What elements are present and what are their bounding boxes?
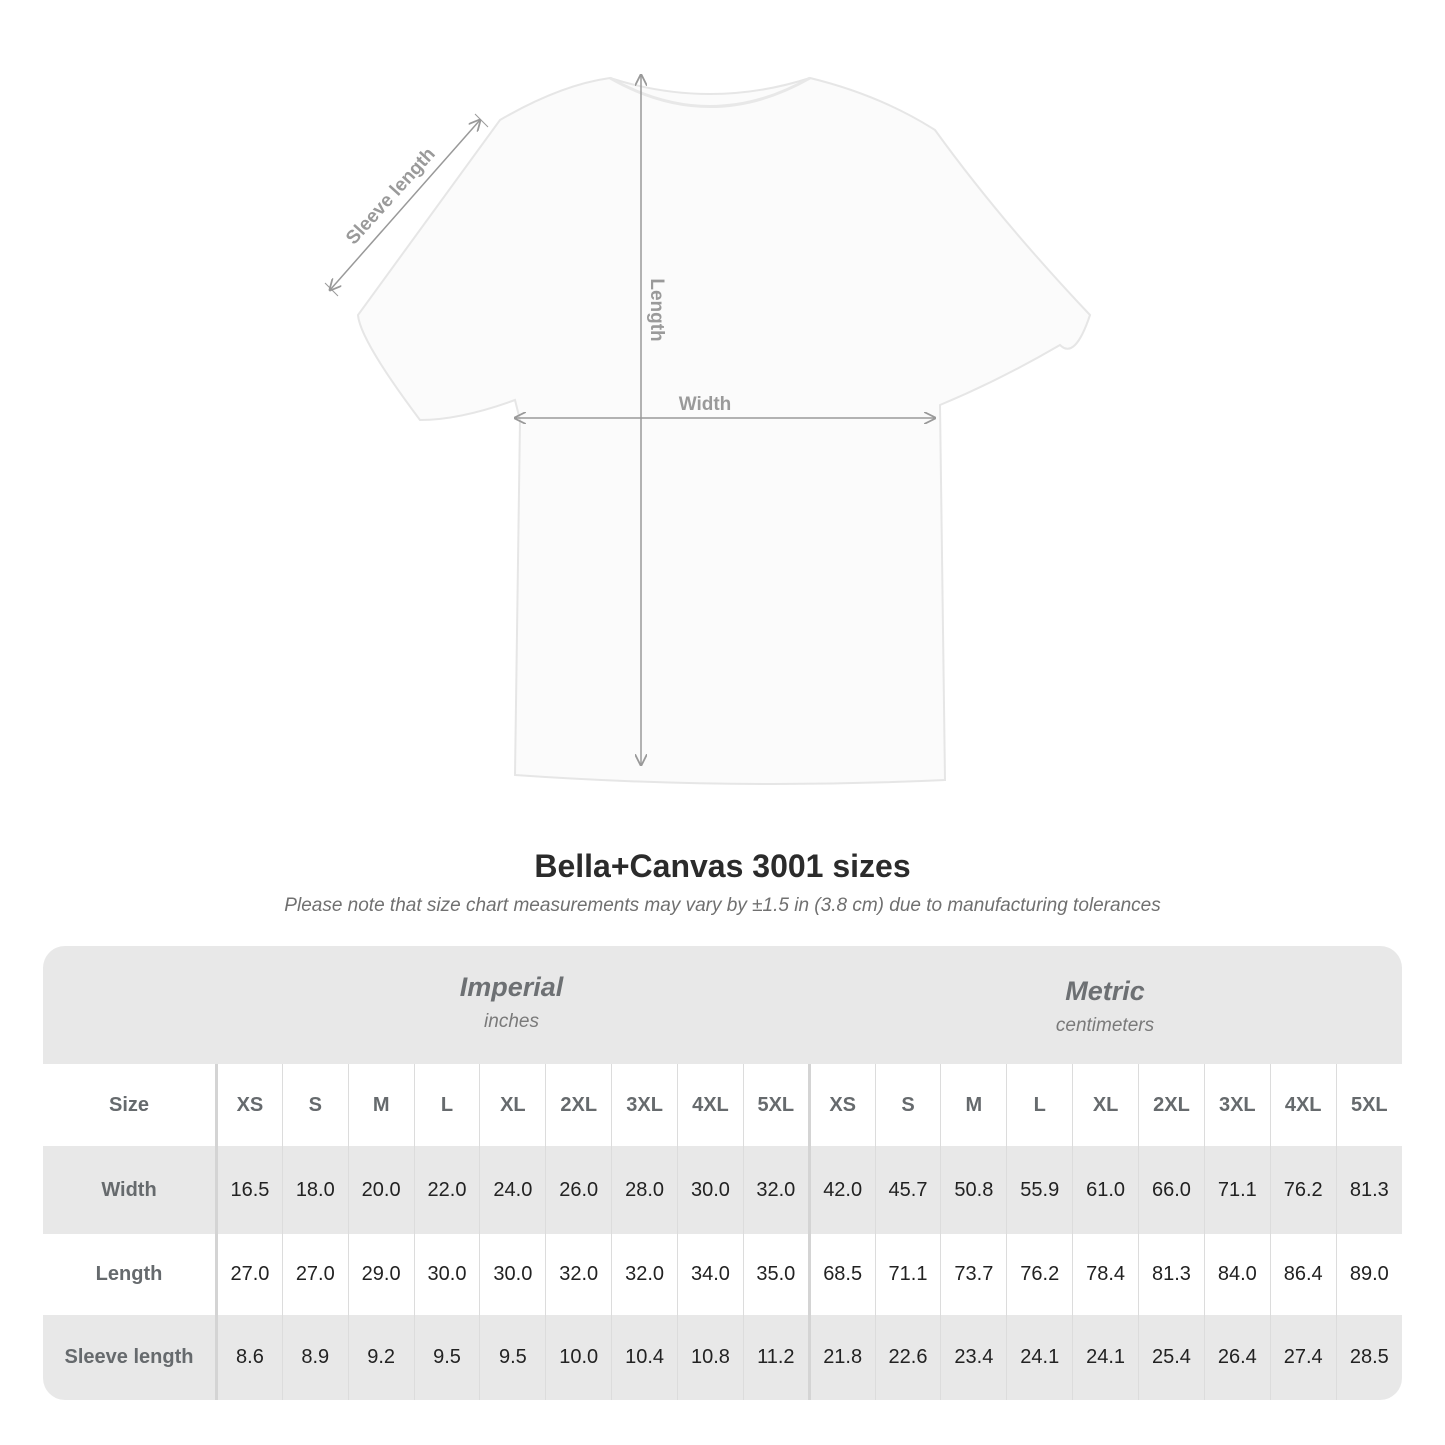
imperial-size-header: L [413, 1064, 480, 1146]
metric-value-cell: 86.4 [1269, 1234, 1337, 1315]
imperial-value-cell: 18.0 [281, 1146, 349, 1234]
length-label: Length [646, 278, 667, 341]
imperial-value-cell: 10.0 [545, 1315, 612, 1400]
metric-size-header: 5XL [1335, 1064, 1402, 1146]
imperial-value-cell: 27.0 [216, 1234, 283, 1315]
metric-value-cell: 68.5 [807, 1234, 876, 1315]
size-chart: Imperial inches Metric centimeters Size X… [43, 946, 1402, 1400]
imperial-value-cell: 8.6 [216, 1315, 283, 1400]
metric-value-cell: 23.4 [940, 1315, 1007, 1400]
metric-size-header: 3XL [1203, 1064, 1271, 1146]
table-row: Width 16.5 18.0 20.0 22.0 24.0 26.0 28.0 30.0 32.… [43, 1146, 1402, 1234]
metric-size-header: 4XL [1269, 1064, 1337, 1146]
imperial-value-cell: 8.9 [281, 1315, 349, 1400]
row-label: Length [43, 1234, 218, 1315]
imperial-value-cell: 29.0 [347, 1234, 415, 1315]
metric-size-header: S [874, 1064, 941, 1146]
imperial-value-cell: 32.0 [611, 1234, 678, 1315]
imperial-value-cell: 30.0 [413, 1234, 480, 1315]
imperial-header: Imperial inches [215, 946, 808, 1064]
metric-value-cell: 76.2 [1006, 1234, 1073, 1315]
size-header-row: Size XS S M L XL 2XL 3XL 4XL 5XL XS S M L XL 2XL 3XL 4XL 5… [43, 1064, 1402, 1146]
metric-header: Metric centimeters [808, 946, 1402, 1064]
metric-value-cell: 66.0 [1138, 1146, 1205, 1234]
metric-value-cell: 45.7 [874, 1146, 941, 1234]
metric-value-cell: 76.2 [1269, 1146, 1337, 1234]
metric-size-header: L [1006, 1064, 1073, 1146]
imperial-value-cell: 9.2 [347, 1315, 415, 1400]
tshirt-diagram: Sleeve length Length Width [324, 0, 1092, 785]
metric-value-cell: 42.0 [807, 1146, 876, 1234]
imperial-value-cell: 16.5 [216, 1146, 283, 1234]
imperial-value-cell: 30.0 [479, 1234, 546, 1315]
metric-value-cell: 26.4 [1203, 1315, 1271, 1400]
table-row: Sleeve length 8.6 8.9 9.2 9.5 9.5 10.0 10.4 10.8… [43, 1315, 1402, 1400]
metric-value-cell: 71.1 [874, 1234, 941, 1315]
row-label: Sleeve length [43, 1315, 218, 1400]
metric-unit: centimeters [1055, 1015, 1155, 1036]
imperial-value-cell: 9.5 [413, 1315, 480, 1400]
imperial-size-header: 4XL [677, 1064, 744, 1146]
size-label: Size [43, 1064, 218, 1146]
metric-value-cell: 22.6 [874, 1315, 941, 1400]
imperial-size-header: 3XL [611, 1064, 678, 1146]
size-table: Size XS S M L XL 2XL 3XL 4XL 5XL XS S M L XL 2XL 3XL 4XL 5… [43, 1064, 1402, 1400]
imperial-value-cell: 24.0 [479, 1146, 546, 1234]
imperial-size-header: S [281, 1064, 349, 1146]
metric-value-cell: 61.0 [1072, 1146, 1139, 1234]
metric-value-cell: 81.3 [1335, 1146, 1402, 1234]
metric-value-cell: 71.1 [1203, 1146, 1271, 1234]
imperial-value-cell: 10.8 [677, 1315, 744, 1400]
imperial-value-cell: 32.0 [545, 1234, 612, 1315]
imperial-size-header: XS [216, 1064, 283, 1146]
imperial-value-cell: 35.0 [742, 1234, 810, 1315]
imperial-value-cell: 22.0 [413, 1146, 480, 1234]
metric-value-cell: 25.4 [1138, 1315, 1205, 1400]
imperial-value-cell: 27.0 [281, 1234, 349, 1315]
metric-title: Metric [1065, 976, 1145, 1006]
width-label: Width [679, 394, 732, 415]
imperial-value-cell: 26.0 [545, 1146, 612, 1234]
tshirt-shape [356, 76, 1092, 785]
row-label: Width [43, 1146, 218, 1234]
metric-size-header: 2XL [1138, 1064, 1205, 1146]
metric-value-cell: 28.5 [1335, 1315, 1402, 1400]
metric-size-header: XS [807, 1064, 876, 1146]
imperial-unit: inches [484, 1011, 539, 1032]
imperial-size-header: XL [479, 1064, 546, 1146]
table-row: Length 27.0 27.0 29.0 30.0 30.0 32.0 32.0 34.0 35… [43, 1234, 1402, 1315]
metric-value-cell: 24.1 [1006, 1315, 1073, 1400]
imperial-size-header: 2XL [545, 1064, 612, 1146]
imperial-value-cell: 34.0 [677, 1234, 744, 1315]
imperial-value-cell: 30.0 [677, 1146, 744, 1234]
metric-value-cell: 24.1 [1072, 1315, 1139, 1400]
imperial-value-cell: 32.0 [742, 1146, 810, 1234]
metric-value-cell: 27.4 [1269, 1315, 1337, 1400]
metric-value-cell: 78.4 [1072, 1234, 1139, 1315]
metric-value-cell: 84.0 [1203, 1234, 1271, 1315]
page-title: Bella+Canvas 3001 sizes [534, 848, 911, 884]
imperial-value-cell: 11.2 [742, 1315, 810, 1400]
metric-value-cell: 50.8 [940, 1146, 1007, 1234]
metric-value-cell: 21.8 [807, 1315, 876, 1400]
tolerance-note: Please note that size chart measurements… [284, 895, 1161, 916]
metric-value-cell: 73.7 [940, 1234, 1007, 1315]
imperial-value-cell: 28.0 [611, 1146, 678, 1234]
imperial-value-cell: 20.0 [347, 1146, 415, 1234]
imperial-value-cell: 10.4 [611, 1315, 678, 1400]
metric-value-cell: 55.9 [1006, 1146, 1073, 1234]
imperial-title: Imperial [459, 972, 564, 1002]
metric-value-cell: 81.3 [1138, 1234, 1205, 1315]
imperial-size-header: 5XL [742, 1064, 810, 1146]
imperial-size-header: M [347, 1064, 415, 1146]
metric-value-cell: 89.0 [1335, 1234, 1402, 1315]
metric-size-header: XL [1072, 1064, 1139, 1146]
sleeve-arrow [330, 120, 480, 290]
imperial-value-cell: 9.5 [479, 1315, 546, 1400]
metric-size-header: M [940, 1064, 1007, 1146]
